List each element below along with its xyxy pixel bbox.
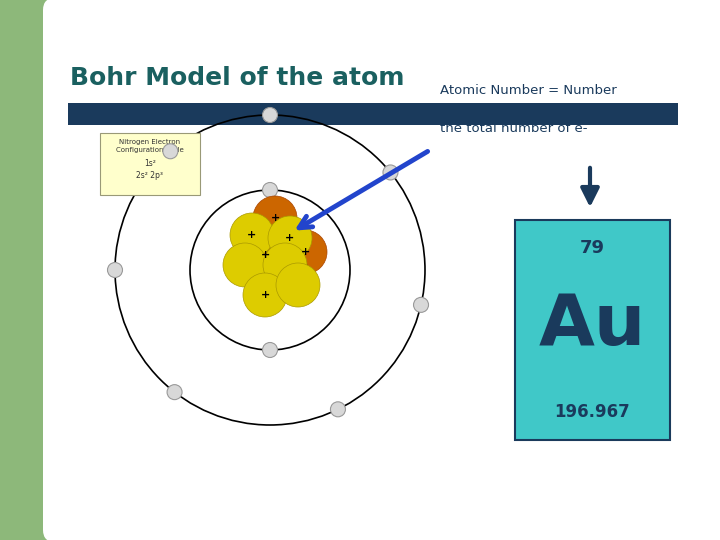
Text: 79: 79 (580, 239, 605, 257)
Circle shape (253, 196, 297, 240)
Bar (0, 0, 75, 140)
Circle shape (263, 243, 307, 287)
Text: Nitrogen Electron: Nitrogen Electron (120, 139, 181, 145)
Text: Bohr Model of the atom: Bohr Model of the atom (70, 66, 405, 90)
Circle shape (243, 273, 287, 317)
Circle shape (413, 298, 428, 312)
Circle shape (223, 243, 267, 287)
Text: Atomic Number = Number
of p+ in the nucleus and
the total number of e-: Atomic Number = Number of p+ in the nucl… (440, 84, 617, 135)
Circle shape (243, 233, 287, 277)
Circle shape (268, 256, 312, 300)
Circle shape (163, 144, 178, 159)
Text: Au: Au (539, 291, 646, 360)
Text: Configuration Table: Configuration Table (116, 147, 184, 153)
Text: +: + (300, 247, 310, 257)
Circle shape (330, 402, 346, 417)
Text: +: + (285, 233, 294, 243)
FancyBboxPatch shape (100, 133, 200, 195)
Bar (68, 103, 678, 125)
Circle shape (230, 213, 274, 257)
Text: 1s²: 1s² (144, 159, 156, 168)
Text: +: + (248, 230, 256, 240)
Text: +: + (261, 290, 269, 300)
Circle shape (383, 165, 398, 180)
Circle shape (263, 183, 277, 198)
Text: 196.967: 196.967 (554, 403, 631, 421)
Bar (0, 140, 75, 540)
Circle shape (263, 107, 277, 123)
Circle shape (167, 384, 182, 400)
Text: +: + (261, 250, 269, 260)
Circle shape (107, 262, 122, 278)
Circle shape (276, 263, 320, 307)
Circle shape (263, 342, 277, 357)
FancyBboxPatch shape (43, 0, 720, 540)
FancyBboxPatch shape (515, 220, 670, 440)
Text: +: + (271, 213, 279, 223)
Circle shape (268, 216, 312, 260)
Text: 2s² 2p³: 2s² 2p³ (137, 171, 163, 180)
Circle shape (283, 230, 327, 274)
